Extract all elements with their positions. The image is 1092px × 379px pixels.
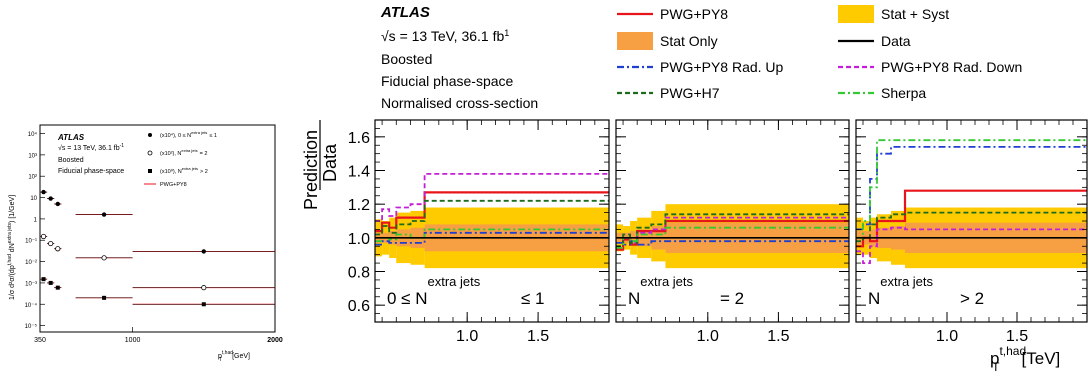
ratio-y-label-bottom: Data [320, 143, 340, 182]
left-y-tick-label: 10⁴ [28, 131, 38, 138]
legend-label-1: Stat + Syst [881, 6, 949, 22]
ratio-panel-2: 1.0 1.5 Nextra jets= 2 [615, 119, 850, 345]
left-marker-open-circle [201, 285, 207, 291]
panel-label-3: Nextra jets> 2 [868, 274, 984, 308]
left-marker-filled-circle [48, 196, 53, 201]
left-marker-filled-circle [41, 189, 46, 195]
left-x-tick-label: 2000 [267, 337, 283, 344]
ratio-panels: 0.6 0.8 1.0 1.2 1.4 1.6 1.0 1.5 0 ≤ Nextra jets≤… [348, 119, 1088, 345]
x-tick-label: 1.5 [1006, 328, 1028, 345]
x-tick-label: 1.5 [767, 328, 789, 345]
left-y-tick-label: 10³ [28, 153, 37, 159]
left-marker-filled-square [55, 285, 60, 290]
left-legend: (x10⁴), 0 ≤ Nextra jets≤ 1 (x10²), Nextr… [144, 130, 217, 188]
x-tick-label: 1.5 [527, 328, 549, 345]
atlas-label: ATLAS [380, 4, 430, 21]
right-header: ATLAS √s = 13 TeV, 36.1 fb1 Boosted Fidu… [380, 4, 538, 111]
ratio-y-label-top: Prediction [301, 130, 321, 210]
left-x-ticks: 350 1000 2000 [34, 327, 283, 344]
legend-label-3: Data [881, 33, 911, 49]
left-marker-open-circle [101, 255, 107, 261]
left-y-tick-label: 10⁻⁵ [25, 323, 38, 330]
left-marker-filled-square [48, 280, 53, 285]
left-y-tick-label: 10⁻² [25, 260, 37, 266]
series-line-pwg-py8 [856, 189, 1087, 248]
left-legend-label-2: (x10²), Nextra jets= 2 [160, 148, 207, 157]
left-marker-open-circle [55, 246, 61, 252]
y-tick-label: 1.0 [348, 231, 370, 248]
left-y-tick-label: 10⁻¹ [25, 239, 37, 245]
legend-label-4: PWG+PY8 Rad. Up [660, 59, 784, 75]
left-y-tick-label: 1 [34, 217, 38, 223]
left-phase-label: Fiducial phase-space [58, 168, 124, 175]
phase-space-label: Fiducial phase-space [381, 73, 514, 89]
left-x-axis-label: pt,had T [GeV] [218, 350, 250, 363]
ratio-panel-3: 1.0 1.5 Nextra jets> 2 [855, 119, 1088, 345]
legend-label-6: PWG+H7 [660, 85, 720, 101]
y-tick-label: 0.8 [348, 265, 370, 282]
legend-label-7: Sherpa [881, 85, 926, 101]
left-legend-marker-open-circle [147, 150, 153, 156]
left-atlas-label: ATLAS [57, 133, 85, 142]
ratio-y-axis-label: Prediction Data [301, 120, 340, 210]
left-energy-label: √s = 13 TeV, 36.1 fb-1 [58, 143, 124, 152]
left-legend-label-3: (x10⁰), Nextra jets> 2 [160, 166, 208, 175]
legend-label-2: Stat Only [660, 33, 718, 49]
series-line-pwg-h7 [375, 199, 609, 236]
left-marker-filled-square [201, 302, 206, 307]
left-marker-open-circle [40, 233, 47, 240]
left-marker-open-circle [48, 240, 54, 247]
left-x-tick-label: 350 [34, 337, 46, 344]
left-plot-frame [39, 124, 276, 333]
normalised-label: Normalised cross-section [381, 95, 538, 111]
series-line-sherpa [856, 139, 1087, 239]
left-legend-marker-filled-square [148, 169, 152, 173]
legend: PWG+PY8 Stat + Syst Stat Only Data PWG+PY8 R… [617, 5, 1022, 101]
x-tick-label: 1.0 [697, 328, 719, 345]
boosted-label: Boosted [381, 51, 432, 67]
x-tick-label: 1.0 [936, 328, 958, 345]
y-tick-label: 1.4 [348, 164, 370, 181]
legend-label-0: PWG+PY8 [660, 6, 728, 22]
left-marker-filled-circle [55, 201, 61, 207]
left-marker-filled-circle [201, 249, 206, 254]
left-y-ticks: 10⁴ 10³ 10² 10 1 10⁻¹ 10⁻² 10⁻³ 10⁻⁴ 10⁻⁵ [25, 131, 45, 330]
energy-label: √s = 13 TeV, 36.1 fb1 [381, 28, 509, 44]
left-y-tick-label: 10 [30, 196, 37, 202]
legend-swatch-1 [838, 5, 874, 23]
left-boosted-label: Boosted [58, 157, 84, 164]
left-distribution-panel: 10⁴ 10³ 10² 10 1 10⁻¹ 10⁻² 10⁻³ 10⁻⁴ 10⁻⁵ 350 1000… [7, 124, 283, 363]
left-marker-filled-square [41, 277, 46, 282]
left-x-tick-label: 1000 [125, 337, 141, 344]
legend-swatch-2 [617, 32, 653, 50]
panel-label-1: 0 ≤ Nextra jets≤ 1 [387, 274, 545, 308]
left-y-axis-label: 1/σ d²σ/(dpt,had dNextra jets) [1/GeV] [7, 195, 16, 300]
left-y-tick-label: 10⁻³ [25, 281, 37, 287]
left-y-tick-label: 10⁻⁴ [25, 302, 38, 309]
left-legend-marker-filled-circle [148, 133, 152, 137]
series-line-sherpa [616, 226, 849, 249]
left-legend-label-4: PWG+PY8 [160, 182, 187, 188]
series-line-pwg-py8-rad-down [375, 173, 609, 222]
left-legend-label-1: (x10⁴), 0 ≤ Nextra jets≤ 1 [160, 130, 217, 139]
left-data-markers [40, 189, 275, 307]
ratio-panel-1: 0.6 0.8 1.0 1.2 1.4 1.6 1.0 1.5 0 ≤ Nextra jets≤… [348, 119, 610, 345]
legend-label-5: PWG+PY8 Rad. Down [881, 59, 1022, 75]
y-tick-label: 1.6 [348, 130, 370, 147]
y-tick-label: 0.6 [348, 298, 370, 315]
left-marker-filled-square [102, 295, 107, 300]
left-marker-filled-circle [101, 212, 107, 217]
ratio-x-axis-label: pt,had T [TeV] [990, 344, 1060, 374]
panel-label-2: Nextra jets= 2 [628, 274, 744, 308]
left-y-tick-label: 10² [28, 175, 37, 181]
x-tick-label: 1.0 [456, 328, 478, 345]
y-tick-label: 1.2 [348, 197, 370, 214]
